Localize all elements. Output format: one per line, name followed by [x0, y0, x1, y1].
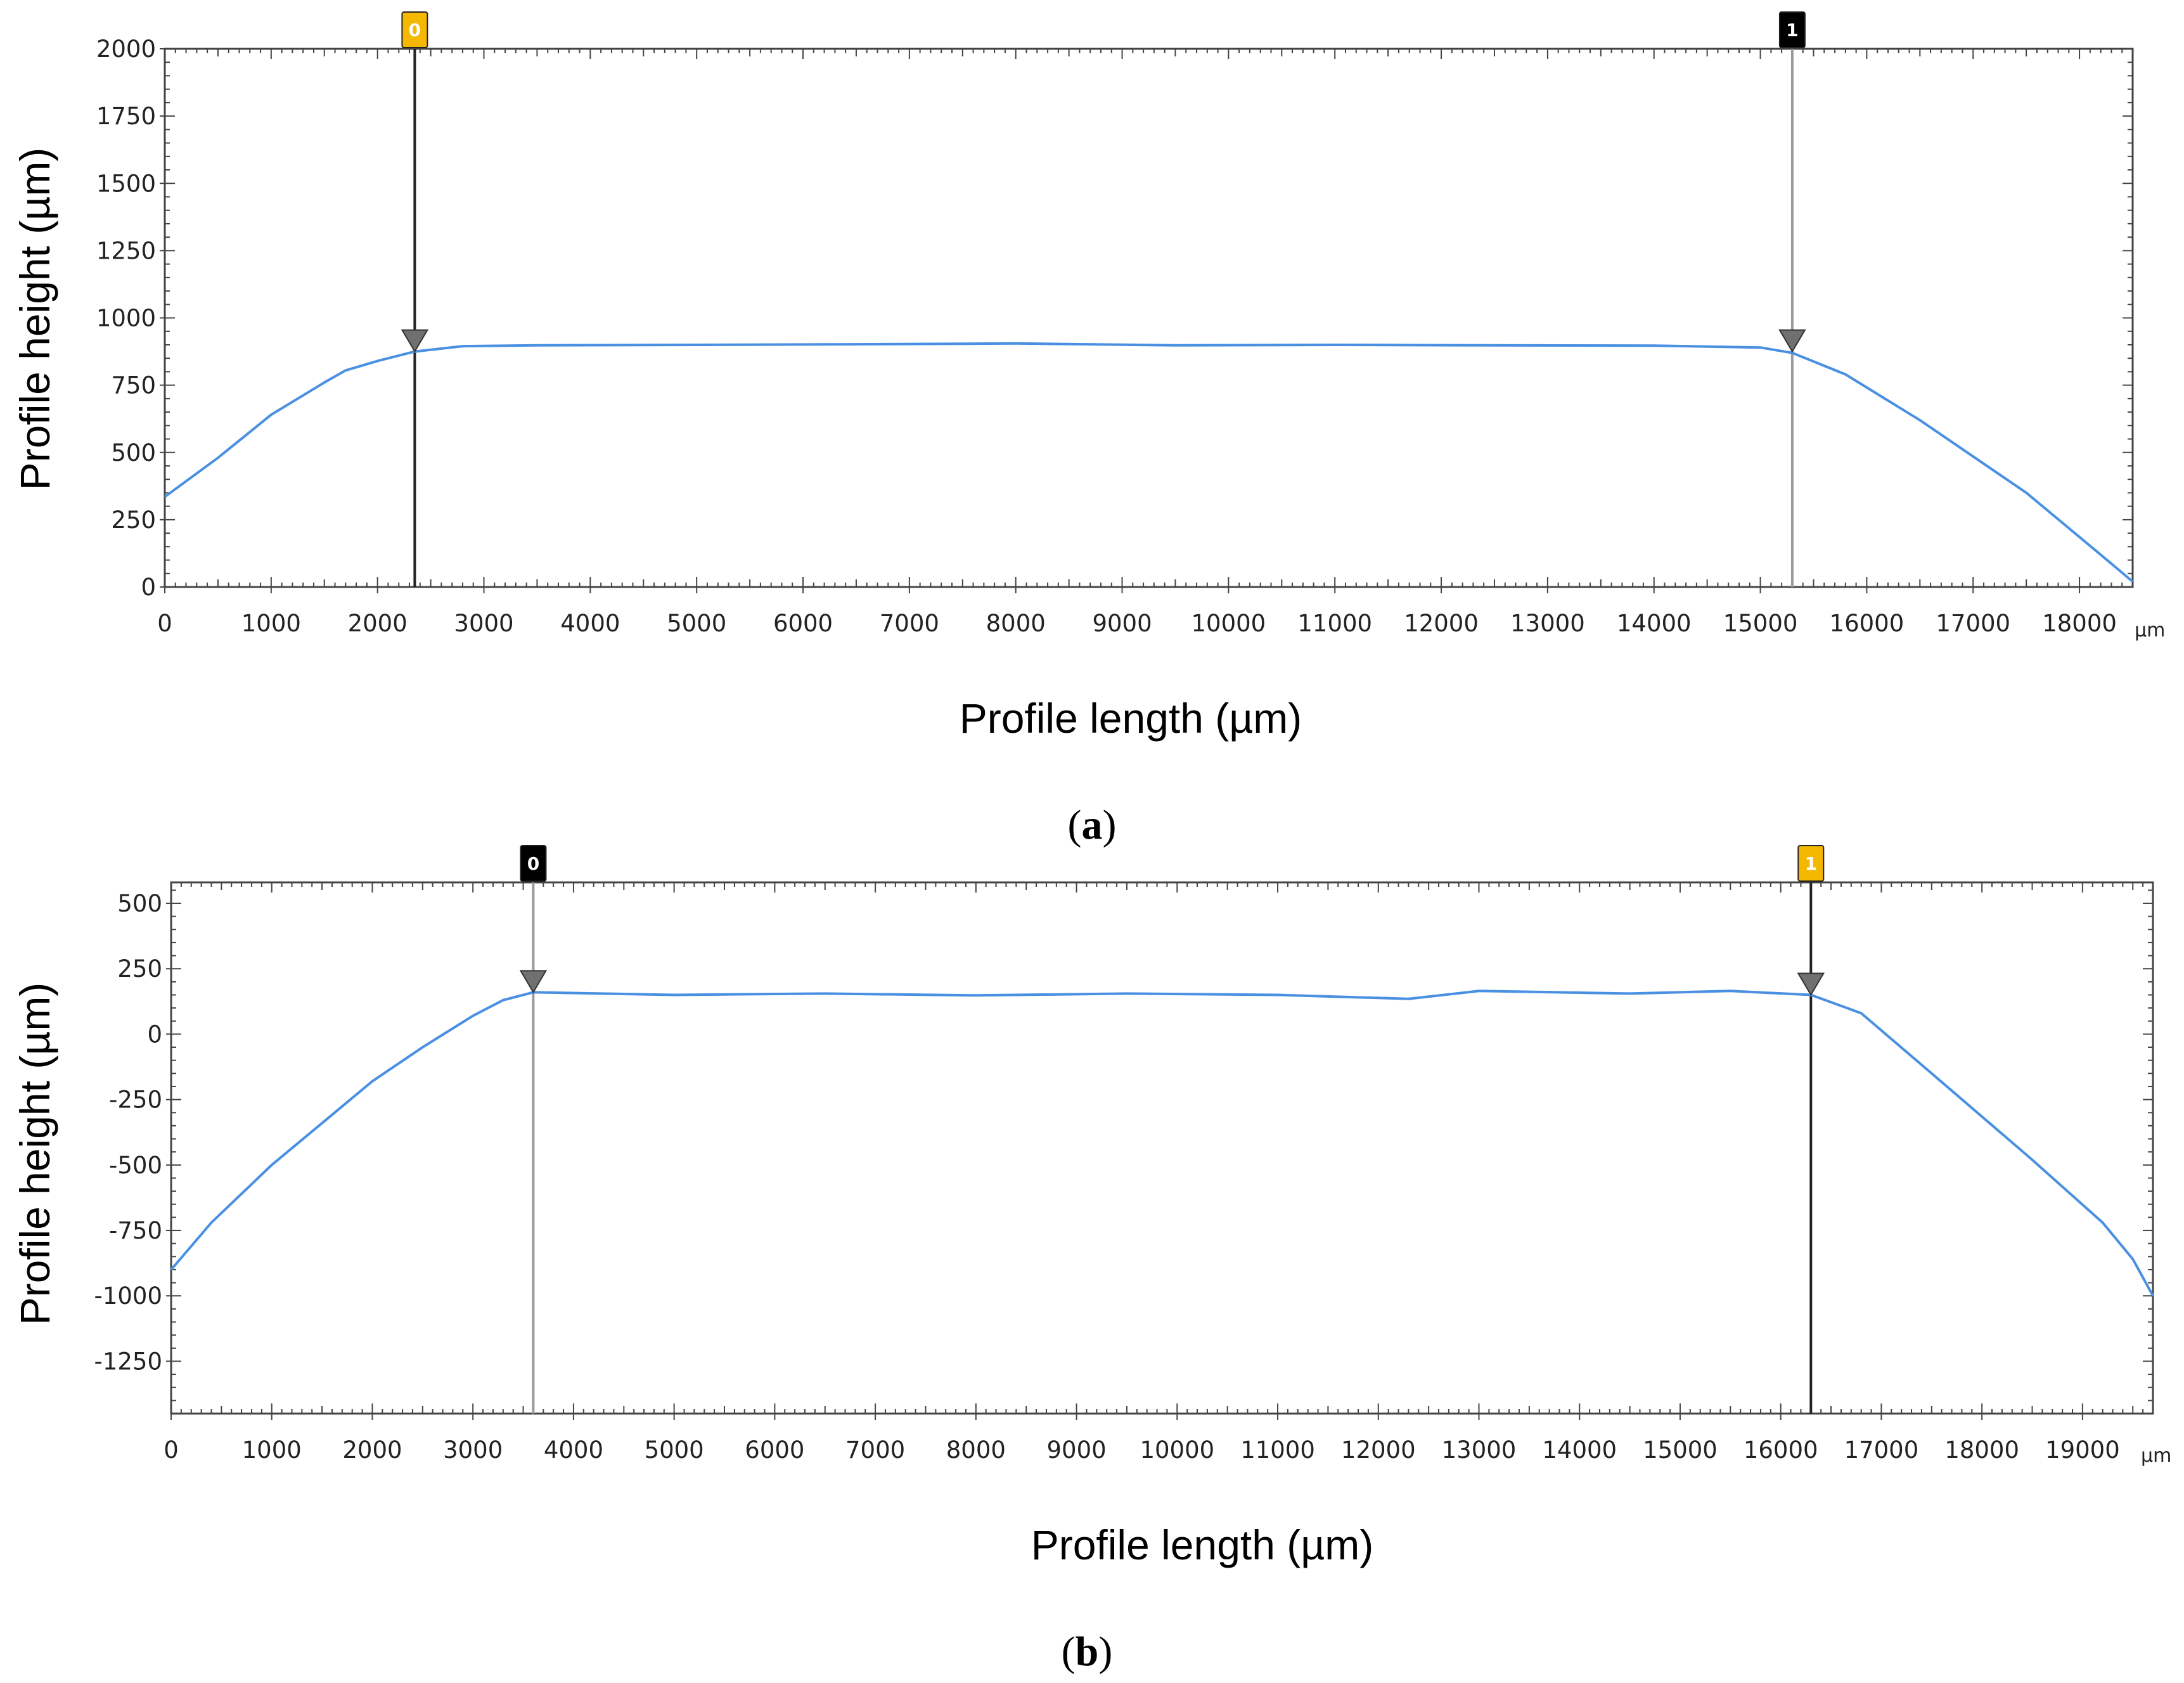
a-y-tick-label: 500 — [111, 439, 156, 467]
a-x-tick-label: 3000 — [454, 610, 513, 637]
a-cursor-triangles — [401, 329, 1806, 353]
a-panel-label: (a) — [1068, 802, 1117, 848]
b-x-tick-label: 10000 — [1140, 1436, 1214, 1464]
b-y-tick-label: -1250 — [94, 1348, 162, 1375]
b-x-tick-label: 7000 — [845, 1436, 905, 1464]
a-marker-badge-label: 1 — [1786, 20, 1798, 41]
a-x-tick-label: 14000 — [1617, 610, 1692, 637]
a-y-axis-title: Profile height (µm) — [11, 148, 58, 491]
b-x-tick-label: 1000 — [242, 1436, 302, 1464]
a-profile-line — [164, 342, 2134, 583]
a-x-tick-label: 17000 — [1936, 610, 2010, 637]
a-x-tick-label: 5000 — [667, 610, 726, 637]
a-x-tick-label: 15000 — [1723, 610, 1798, 637]
b-cursor-triangles — [519, 970, 1825, 996]
b-x-tick-label: 4000 — [544, 1436, 603, 1464]
b-marker-1-badge[interactable]: 1 — [1797, 845, 1825, 882]
a-x-tick-label: 2000 — [348, 610, 408, 637]
a-x-tick-label: 18000 — [2042, 610, 2117, 637]
a-x-tick-label: 8000 — [986, 610, 1046, 637]
b-y-tick-labels: 500 250 0 -250 -500 -750 -1000 -1250 — [94, 890, 171, 1375]
b-cursor-triangle[interactable] — [1797, 972, 1825, 996]
a-y-tick-label: 750 — [111, 372, 156, 399]
b-x-tick-label: 14000 — [1542, 1436, 1617, 1464]
panel-a: 0 250 500 750 1000 1250 1500 1750 2000 0 1000 2000… — [11, 11, 2165, 848]
a-cursor-triangle[interactable] — [401, 329, 429, 353]
a-x-tick-label: 13000 — [1510, 610, 1585, 637]
b-x-tick-label: 11000 — [1240, 1436, 1315, 1464]
b-minor-ticks — [170, 882, 2154, 1414]
b-marker-badge-box — [520, 845, 547, 882]
b-cursor-triangle[interactable] — [519, 970, 548, 994]
b-y-tick-label: -500 — [109, 1152, 162, 1179]
a-cursor-triangle[interactable] — [1778, 329, 1806, 353]
a-x-axis-title: Profile length (µm) — [960, 695, 1302, 742]
a-cursors — [413, 49, 1794, 587]
b-x-tick-label: 2000 — [342, 1436, 402, 1464]
a-marker-1-badge[interactable]: 1 — [1778, 11, 1806, 48]
b-y-tick-label: 0 — [147, 1021, 162, 1048]
b-y-tick-label: 250 — [117, 955, 162, 983]
a-y-tick-label: 2000 — [96, 35, 156, 63]
a-y-tick-label: 250 — [111, 506, 156, 534]
b-y-tick-label: -1000 — [94, 1282, 162, 1310]
b-x-tick-label: 6000 — [745, 1436, 804, 1464]
a-x-tick-label: 1000 — [241, 610, 301, 637]
plot-area-b — [170, 881, 2154, 1415]
b-x-tick-label: 9000 — [1046, 1436, 1106, 1464]
a-marker-0-badge[interactable]: 0 — [401, 11, 428, 48]
b-panel-label: (b) — [1062, 1628, 1113, 1675]
a-x-tick-label: 10000 — [1192, 610, 1266, 637]
b-x-tick-label: 19000 — [2045, 1436, 2120, 1464]
a-y-tick-label: 1750 — [96, 103, 156, 130]
a-y-tick-label: 1500 — [96, 170, 156, 197]
b-marker-badge-label: 0 — [527, 853, 539, 874]
b-x-tick-label: 5000 — [645, 1436, 704, 1464]
b-x-tick-label: 13000 — [1442, 1436, 1517, 1464]
panel-b: 500 250 0 -250 -500 -750 -1000 -1250 0 1000 2000 3… — [11, 845, 2171, 1675]
b-y-tick-label: -750 — [109, 1217, 162, 1244]
a-x-tick-label: 7000 — [880, 610, 939, 637]
a-marker-badge-box — [1778, 11, 1806, 48]
b-x-tick-label: 17000 — [1844, 1436, 1919, 1464]
a-x-tick-labels: 0 1000 2000 3000 4000 5000 6000 7000 8000 9000 100… — [157, 587, 2117, 637]
b-x-tick-label: 16000 — [1744, 1436, 1818, 1464]
a-x-tick-label: 0 — [157, 610, 172, 637]
a-y-tick-labels: 0 250 500 750 1000 1250 1500 1750 2000 — [96, 35, 165, 601]
b-x-tick-label: 12000 — [1341, 1436, 1416, 1464]
b-x-tick-label: 8000 — [946, 1436, 1006, 1464]
a-y-tick-label: 1000 — [96, 305, 156, 332]
a-x-tick-label: 9000 — [1092, 610, 1152, 637]
b-x-tick-label: 18000 — [1944, 1436, 2019, 1464]
b-profile-line — [170, 990, 2154, 1297]
b-y-tick-label: 500 — [117, 890, 162, 917]
plot-area-a — [164, 48, 2134, 588]
b-y-axis-title: Profile height (µm) — [11, 983, 58, 1325]
a-x-unit-label: µm — [2135, 619, 2165, 642]
a-x-tick-label: 12000 — [1404, 610, 1479, 637]
a-y-tick-label: 1250 — [96, 237, 156, 264]
a-x-tick-label: 11000 — [1297, 610, 1372, 637]
a-minor-ticks — [164, 48, 2133, 588]
a-x-tick-label: 6000 — [773, 610, 833, 637]
a-marker-badge-label: 0 — [409, 20, 421, 41]
b-marker-badge-box — [1797, 845, 1825, 882]
b-x-unit-label: µm — [2141, 1445, 2171, 1467]
b-x-axis-title: Profile length (µm) — [1031, 1521, 1374, 1568]
a-marker-badge-box — [401, 11, 428, 48]
a-y-tick-label: 0 — [141, 574, 156, 601]
b-x-tick-label: 0 — [164, 1436, 179, 1464]
b-x-tick-labels: 0 1000 2000 3000 4000 5000 6000 7000 8000 9000 100… — [164, 1414, 2120, 1464]
b-marker-0-badge[interactable]: 0 — [520, 845, 547, 882]
a-x-tick-label: 16000 — [1830, 610, 1905, 637]
b-x-tick-label: 3000 — [443, 1436, 503, 1464]
a-x-tick-label: 4000 — [560, 610, 620, 637]
b-y-tick-label: -250 — [109, 1087, 162, 1114]
b-marker-badge-label: 1 — [1805, 853, 1817, 874]
b-x-tick-label: 15000 — [1643, 1436, 1718, 1464]
